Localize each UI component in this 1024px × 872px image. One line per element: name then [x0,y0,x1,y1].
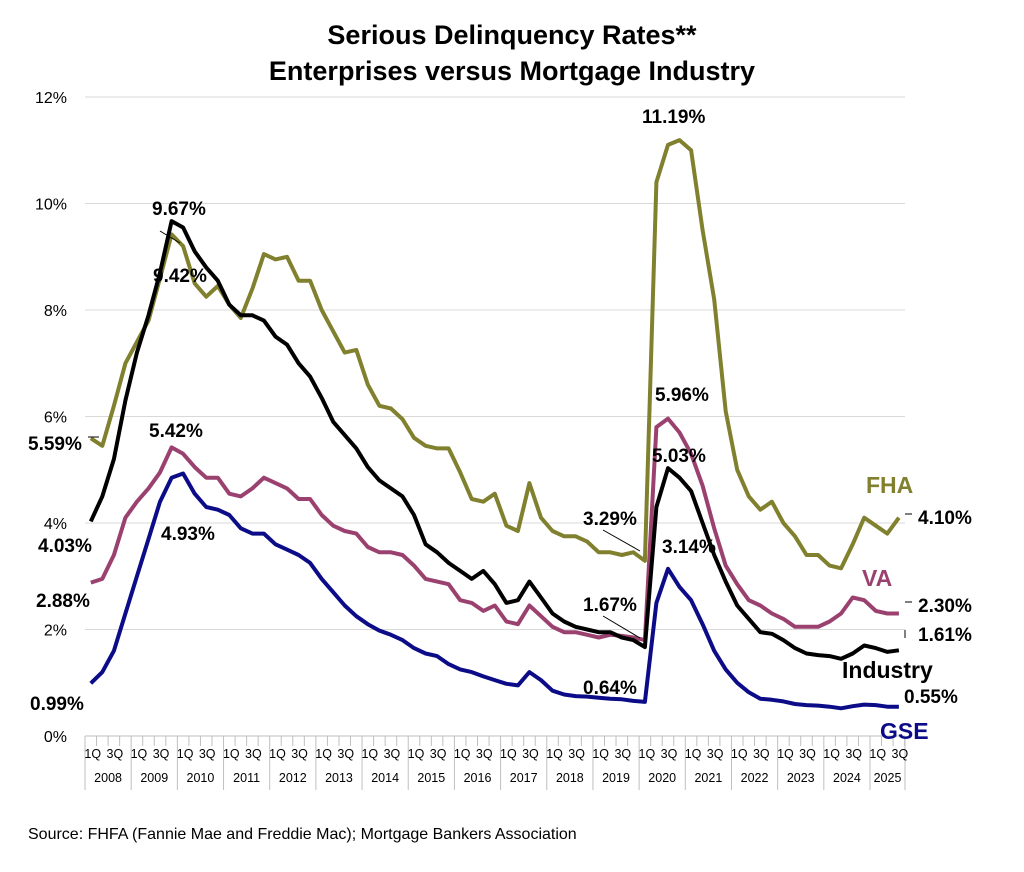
x-quarter-label: 3Q [568,747,585,761]
x-year-label: 2017 [510,771,538,785]
x-quarter-label: 3Q [107,747,124,761]
x-year-label: 2015 [417,771,445,785]
y-tick-label: 4% [44,516,67,533]
data-label: 11.19% [642,107,705,128]
data-label: 3.14% [662,537,716,558]
x-quarter-label: 3Q [291,747,308,761]
series-name-industry: Industry [842,657,933,683]
x-quarter-label: 1Q [823,747,840,761]
x-year-label: 2012 [279,771,307,785]
data-label: 5.42% [149,421,203,442]
x-quarter-label: 1Q [777,747,794,761]
x-quarter-label: 3Q [522,747,539,761]
x-year-label: 2009 [140,771,168,785]
x-quarter-label: 3Q [199,747,216,761]
data-label: 9.42% [153,266,207,287]
data-label: 5.96% [655,385,709,406]
data-label: 5.59% [28,434,82,455]
y-tick-label: 8% [44,303,67,320]
y-tick-label: 12% [35,90,67,107]
x-quarter-label: 1Q [408,747,425,761]
y-tick-label: 2% [44,623,67,640]
x-quarter-label: 3Q [153,747,170,761]
x-quarter-label: 1Q [685,747,702,761]
x-quarter-label: 1Q [315,747,332,761]
data-label: 4.03% [38,536,92,557]
x-quarter-label: 3Q [799,747,816,761]
x-quarter-label: 3Q [753,747,770,761]
x-quarter-label: 3Q [337,747,354,761]
x-quarter-label: 3Q [430,747,447,761]
series-line-industry [88,219,900,661]
data-label: 5.03% [652,446,706,467]
x-year-label: 2025 [874,771,902,785]
series-line-gse [89,471,899,711]
data-label: 3.29% [583,509,637,530]
x-year-label: 2010 [187,771,215,785]
x-year-label: 2020 [648,771,676,785]
x-quarter-label: 1Q [223,747,240,761]
x-quarter-label: 1Q [869,747,886,761]
data-label: 1.67% [583,595,637,616]
y-tick-label: 6% [44,410,67,427]
x-year-label: 2008 [94,771,122,785]
x-year-label: 2023 [787,771,815,785]
x-quarter-label: 3Q [661,747,678,761]
data-label: 9.67% [152,199,206,220]
label-leader-line [159,230,181,244]
label-leader-line [602,529,641,552]
x-year-label: 2013 [325,771,353,785]
x-quarter-label: 3Q [384,747,401,761]
x-quarter-label: 1Q [546,747,563,761]
x-year-label: 2014 [371,771,399,785]
series-name-fha: FHA [866,472,913,498]
series-name-gse: GSE [880,718,929,744]
x-quarter-label: 3Q [476,747,493,761]
x-year-label: 2024 [833,771,861,785]
x-quarter-label: 1Q [639,747,656,761]
data-label: 2.88% [36,591,90,612]
x-quarter-label: 3Q [845,747,862,761]
x-year-label: 2021 [694,771,722,785]
y-tick-label: 0% [44,729,67,746]
data-label: 1.61% [918,625,972,646]
y-tick-label: 10% [35,197,67,214]
x-quarter-label: 1Q [131,747,148,761]
x-year-label: 2018 [556,771,584,785]
data-label: 0.99% [30,694,84,715]
x-quarter-label: 1Q [454,747,471,761]
x-quarter-label: 3Q [707,747,724,761]
x-quarter-label: 1Q [500,747,517,761]
x-quarter-label: 1Q [84,747,101,761]
x-quarter-label: 1Q [361,747,378,761]
x-quarter-label: 3Q [614,747,631,761]
x-quarter-label: 1Q [177,747,194,761]
x-quarter-label: 1Q [592,747,609,761]
x-quarter-label: 3Q [245,747,262,761]
x-quarter-label: 1Q [269,747,286,761]
x-quarter-label: 3Q [892,747,909,761]
x-year-label: 2011 [233,771,260,785]
x-year-label: 2019 [602,771,630,785]
chart-subtitle: Enterprises versus Mortgage Industry [269,56,755,86]
chart-title: Serious Delinquency Rates** [327,20,697,50]
data-label: 2.30% [918,596,972,617]
data-label: 0.64% [583,678,637,699]
series-name-va: VA [862,565,892,591]
x-year-label: 2016 [464,771,492,785]
data-label: 0.55% [904,687,958,708]
source-note: Source: FHFA (Fannie Mae and Freddie Mac… [28,826,577,843]
x-year-label: 2022 [741,771,769,785]
series-line-va [90,416,899,643]
label-leader-line [602,615,641,639]
data-label: 4.10% [918,508,972,529]
series-line-fha [89,138,901,571]
data-label: 4.93% [161,524,215,545]
x-quarter-label: 1Q [731,747,748,761]
